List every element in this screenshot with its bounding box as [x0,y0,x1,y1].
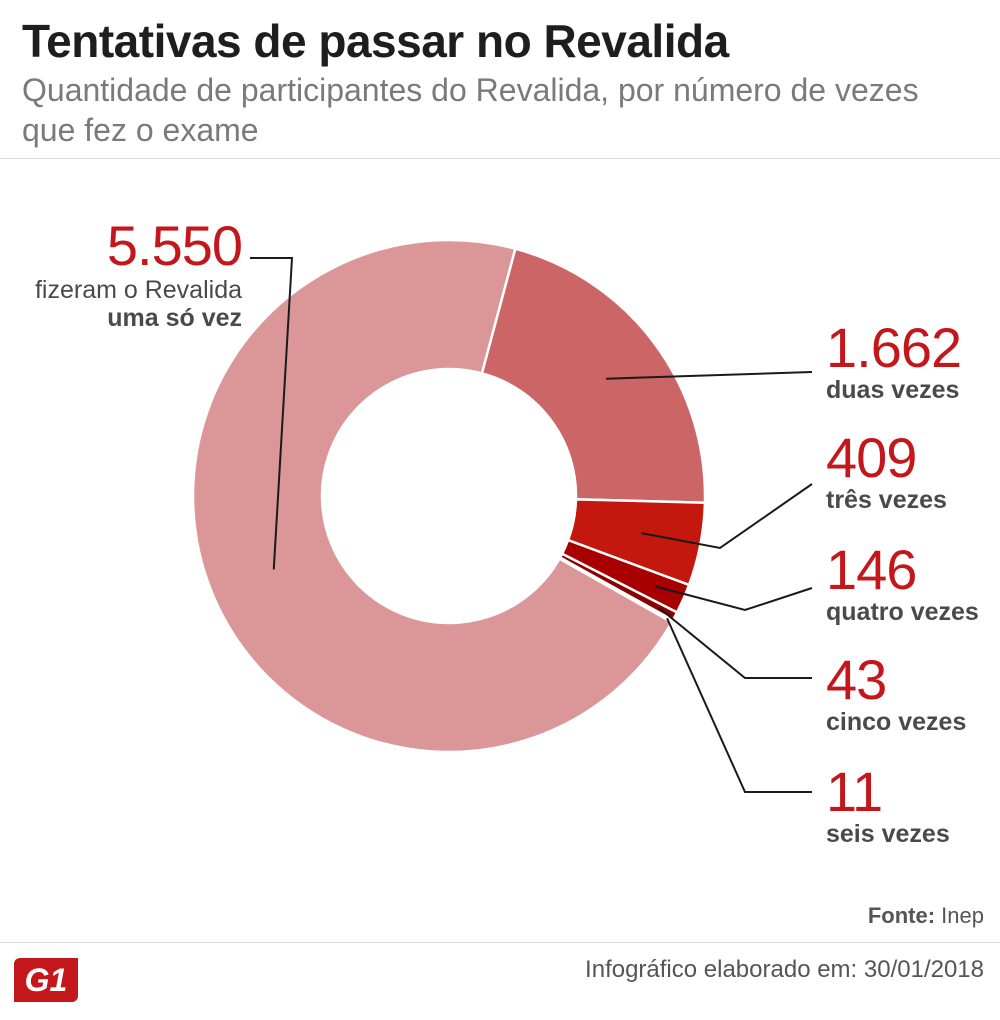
leader-line-quatro-vezes [654,585,813,612]
footer-divider [0,942,1000,943]
desc-quatro-vezes: quatro vezes [826,598,979,626]
leader-line-cinco-vezes [658,607,812,679]
donut-slice-duas-vezes [480,247,707,504]
label-tres-vezes: 409 três vezes [826,426,947,515]
value-label-seis-vezes: 11 [826,760,883,823]
donut-slice-uma-so-vez [191,238,674,754]
label-seis-vezes: 11 seis vezes [826,760,950,849]
desc-uma-so-vez: uma só vez [107,304,242,332]
value-label-uma-so-vez: 5.550 [106,214,243,277]
label-quatro-vezes: 146 quatro vezes [826,538,979,627]
leader-line-tres-vezes [641,483,813,550]
value-label-duas-vezes: 1.662 [826,316,962,379]
g1-logo: G1 [14,958,78,1002]
label-duas-vezes: 1.662 duas vezes [826,316,962,405]
credit-note: Infográfico elaborado em: 30/01/2018 [585,956,984,983]
desc-seis-vezes: seis vezes [826,820,950,848]
leader-line-uma-so-vez [250,257,294,570]
desc-prefix-uma-so-vez: fizeram o Revalida [34,276,242,304]
desc-cinco-vezes: cinco vezes [826,708,967,736]
value-label-tres-vezes: 409 [826,426,917,489]
desc-tres-vezes: três vezes [826,486,947,514]
value-label-cinco-vezes: 43 [826,648,887,711]
label-uma-so-vez: 5.550 fizeram o Revalida uma só vez [0,214,243,333]
source-value: Inep [941,903,984,928]
leader-line-duas-vezes [606,371,813,380]
chart-title: Tentativas de passar no Revalida [22,15,729,67]
value-label-quatro-vezes: 146 [826,538,917,601]
chart-subtitle: Quantidade de participantes do Revalida,… [22,72,919,148]
leader-line-seis-vezes [666,617,812,793]
label-cinco-vezes: 43 cinco vezes [826,648,967,737]
source-note: Fonte: Inep [868,903,984,929]
desc-duas-vezes: duas vezes [826,376,960,404]
header-divider [0,158,1000,159]
source-label: Fonte: [867,903,936,928]
